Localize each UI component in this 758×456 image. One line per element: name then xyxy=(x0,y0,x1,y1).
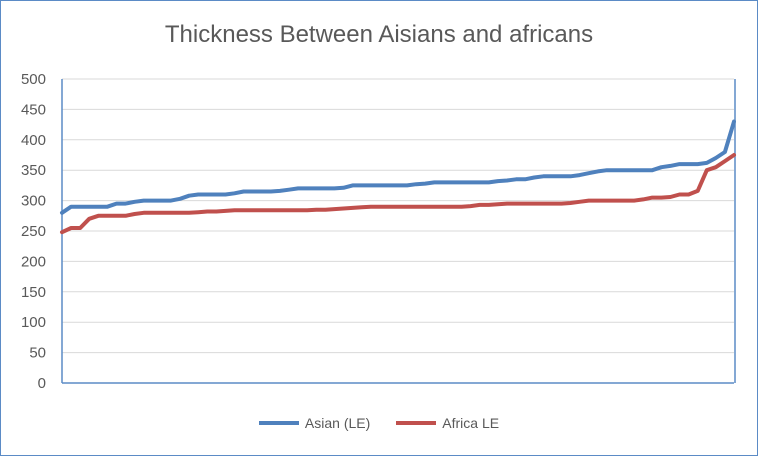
legend: Asian (LE) Africa LE xyxy=(1,415,757,431)
y-tick-label: 450 xyxy=(21,101,46,118)
y-tick-label: 500 xyxy=(21,71,46,88)
y-tick-label: 200 xyxy=(21,253,46,270)
series-line-africa xyxy=(60,153,736,235)
legend-swatch-asian xyxy=(258,421,299,425)
legend-label-africa: Africa LE xyxy=(442,415,500,431)
y-tick-label: 300 xyxy=(21,193,46,210)
y-tick-label: 100 xyxy=(21,314,46,331)
y-tick-label: 0 xyxy=(38,375,46,392)
y-tick-label: 400 xyxy=(21,132,46,149)
legend-swatch-africa xyxy=(396,421,437,425)
chart-title: Thickness Between Aisians and africans xyxy=(164,21,594,48)
legend-label-asian: Asian (LE) xyxy=(304,415,371,431)
y-tick-label: 150 xyxy=(21,284,46,301)
legend-item-asian: Asian (LE) xyxy=(258,415,371,431)
y-tick-label: 350 xyxy=(21,162,46,179)
series-line-asian xyxy=(60,119,736,215)
y-tick-label: 50 xyxy=(29,345,46,362)
legend-item-africa: Africa LE xyxy=(396,415,499,431)
y-tick-label: 250 xyxy=(21,223,46,240)
